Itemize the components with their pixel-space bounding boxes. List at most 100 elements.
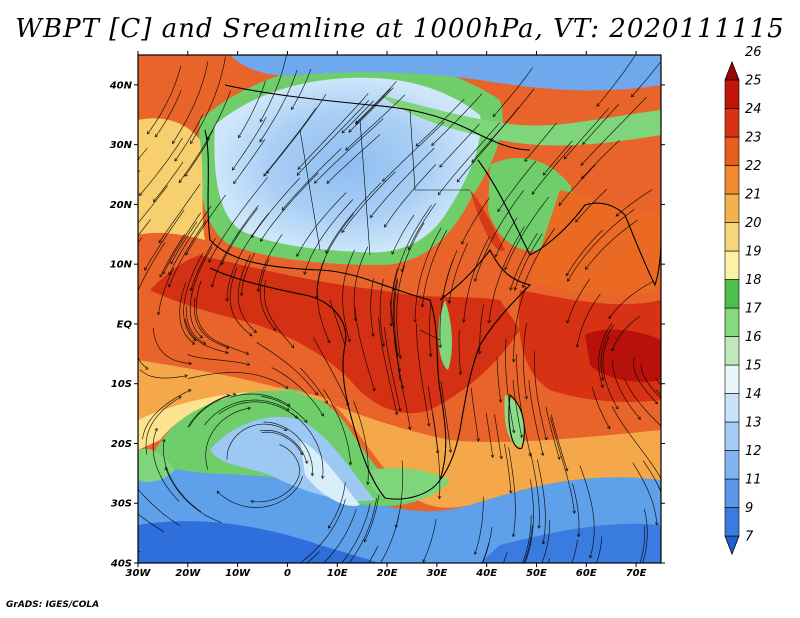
streamline-arrow <box>167 284 172 288</box>
streamline <box>482 527 493 563</box>
streamline <box>184 318 229 354</box>
streamline <box>448 243 469 304</box>
colorbar-label: 11 <box>745 473 762 488</box>
lon-tick-label: 70E <box>626 568 647 579</box>
streamline <box>379 278 384 347</box>
coastlines <box>204 84 661 500</box>
streamline-arrow <box>345 147 349 151</box>
border-lines <box>299 109 470 381</box>
colorbar-label: 12 <box>745 444 762 459</box>
streamline <box>396 264 406 359</box>
streamline <box>639 525 646 563</box>
streamline <box>218 401 298 419</box>
streamline <box>341 503 371 563</box>
streamline-arrow <box>164 466 169 471</box>
lat-tick-label: EQ <box>117 319 133 330</box>
field-east-africa-green <box>438 300 452 370</box>
streamline <box>571 539 578 563</box>
streamline <box>503 552 508 563</box>
streamline-arrow <box>641 564 644 567</box>
streamline-arrow <box>355 120 359 124</box>
streamline-arrow <box>608 315 612 320</box>
streamline <box>170 221 198 264</box>
streamline <box>429 302 432 357</box>
streamline <box>598 323 613 388</box>
streamline-arrow <box>286 407 290 411</box>
streamline <box>266 94 327 174</box>
streamline <box>138 147 148 160</box>
streamline-arrow <box>144 366 149 370</box>
streamline <box>580 96 647 166</box>
streamline-arrow <box>144 267 148 271</box>
streamline-arrow <box>381 343 386 347</box>
streamline-arrow <box>473 278 478 282</box>
streamline <box>299 367 328 404</box>
streamline <box>205 407 251 470</box>
streamline-arrow <box>550 598 553 601</box>
streamline-arrow <box>397 408 402 412</box>
streamline <box>596 536 603 563</box>
streamline-arrow <box>519 434 524 439</box>
streamline-arrow <box>320 413 324 417</box>
streamline <box>348 498 377 563</box>
streamline <box>299 499 346 563</box>
streamline-arrow <box>372 387 376 392</box>
streamline-arrow <box>296 172 301 176</box>
streamline <box>145 396 182 455</box>
streamline <box>138 302 149 370</box>
streamline <box>572 483 580 537</box>
streamline-arrow <box>250 499 255 504</box>
streamline-arrow <box>341 229 345 234</box>
streamline <box>490 88 535 141</box>
streamline <box>624 378 661 427</box>
streamline <box>238 80 266 138</box>
streamline <box>642 508 648 563</box>
streamline-arrow <box>394 411 399 416</box>
colorbar-label: 13 <box>745 416 762 431</box>
streamline <box>615 189 653 217</box>
streamline-arrow <box>247 406 251 411</box>
streamline <box>421 230 448 307</box>
streamline <box>611 316 641 352</box>
colorbar-label: 19 <box>745 245 762 260</box>
streamline <box>523 524 533 563</box>
streamline <box>463 236 490 323</box>
lat-tick-label: 10S <box>111 379 132 390</box>
lon-tick-label: 10E <box>327 568 348 579</box>
streamline <box>508 447 516 537</box>
streamline-arrow <box>511 429 516 434</box>
streamline <box>187 394 230 428</box>
coastline-africa <box>204 129 447 500</box>
streamline-arrow <box>259 138 263 143</box>
colorbar-swatch <box>724 507 740 537</box>
streamline-arrow <box>600 377 605 381</box>
streamline <box>566 229 603 276</box>
colorbar-label: 24 <box>745 102 762 117</box>
streamline-arrow <box>170 260 174 265</box>
streamline-arrow <box>202 341 207 345</box>
colorbar-swatch <box>724 250 740 280</box>
streamline-arrow <box>172 140 176 145</box>
streamline <box>165 467 222 523</box>
field-yellow-south <box>138 392 250 450</box>
streamline <box>204 399 290 426</box>
streamline-arrow <box>225 345 230 349</box>
streamline-arrow <box>324 400 328 404</box>
streamline-arrow <box>439 164 443 168</box>
streamline <box>355 307 375 392</box>
colorbar-label: 16 <box>745 330 762 345</box>
streamline <box>522 228 556 288</box>
streamline <box>504 443 512 494</box>
streamline <box>602 336 619 410</box>
streamline-arrow <box>542 172 547 176</box>
streamline <box>579 465 595 558</box>
streamline <box>382 121 445 182</box>
streamline-arrow <box>487 319 491 324</box>
colorbar-label: 25 <box>745 74 762 89</box>
coastline-madagascar <box>508 393 525 449</box>
streamline-arrow <box>575 344 580 348</box>
streamline-arrow <box>615 406 619 410</box>
streamline <box>147 65 182 135</box>
streamline-arrow <box>232 166 236 171</box>
streamline-arrow <box>513 287 518 291</box>
